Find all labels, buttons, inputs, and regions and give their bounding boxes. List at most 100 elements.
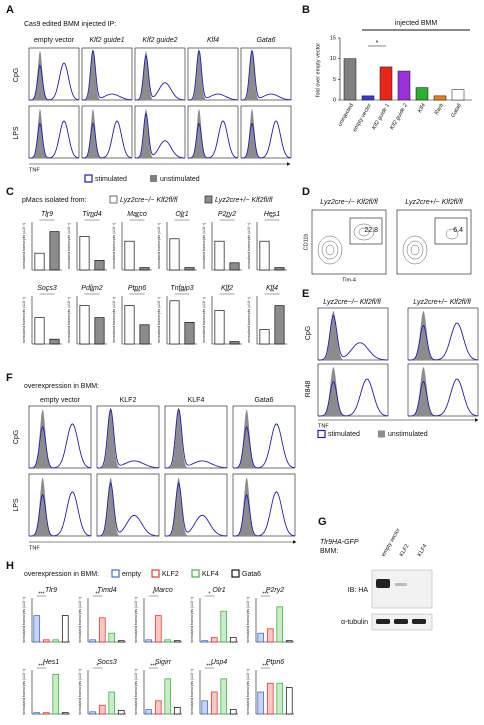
- band: [394, 619, 408, 624]
- chart-title: Tlr9: [45, 587, 57, 594]
- chart-title: Pdlim2: [81, 285, 103, 292]
- unstimulated-curve: [408, 310, 478, 360]
- legend-swatch: [204, 195, 213, 204]
- stimulated-curve: [134, 54, 186, 101]
- bar: [229, 637, 237, 643]
- y-axis-label: normalized transcripts (x10⁻³): [157, 297, 161, 343]
- legend-label: unstimulated: [388, 431, 428, 438]
- x-tick-label: uninjected: [337, 103, 355, 128]
- bar: [164, 678, 172, 715]
- chart-title: Tlr9: [41, 211, 53, 218]
- bar: [259, 329, 270, 345]
- bar: [379, 66, 393, 101]
- bar: [94, 260, 105, 271]
- legend-label: KLF4: [202, 571, 219, 578]
- sig-label: **: [135, 215, 140, 221]
- chart-title: Usp4: [211, 659, 227, 666]
- chart-title: Klf2: [221, 285, 233, 292]
- sig-label: ***: [262, 663, 269, 669]
- panel-letter: A: [6, 4, 14, 16]
- chart-title: Marco: [127, 211, 147, 218]
- stimulated-curve: [407, 378, 479, 417]
- stimulated-curve: [81, 49, 133, 101]
- y-axis-label: normalized transcripts (x10⁻³): [190, 597, 194, 643]
- gate: [349, 217, 383, 245]
- stimulated-curve: [164, 481, 228, 537]
- stimulated-curve: [317, 378, 389, 417]
- x-tick-label: Klf2 guide 2: [389, 103, 409, 131]
- bar: [108, 632, 116, 643]
- chart-title: Klf4: [266, 285, 278, 292]
- bar: [52, 639, 60, 643]
- band: [376, 619, 390, 624]
- gate-value: 22.8: [364, 227, 378, 234]
- bar: [343, 58, 357, 101]
- bar: [33, 615, 41, 643]
- panel-title: overexpression in BMM:: [24, 571, 99, 578]
- unstimulated-curve: [97, 477, 159, 536]
- bar: [173, 640, 181, 643]
- sig-label: ***: [262, 591, 269, 597]
- bar: [79, 305, 90, 345]
- stimulated-curve: [134, 112, 186, 159]
- unstimulated-curve: [165, 477, 227, 536]
- bar: [42, 639, 50, 643]
- bar: [89, 711, 97, 715]
- bar: [220, 678, 228, 715]
- bar: [52, 674, 60, 715]
- row-label: CpG: [13, 68, 20, 82]
- bar: [98, 617, 106, 643]
- bar: [451, 89, 465, 101]
- x-tick-label: Klf4: [417, 103, 427, 114]
- y-axis-label: normalized transcripts (x10⁻³): [78, 597, 82, 643]
- chart-title: Olr1: [175, 211, 188, 218]
- legend-swatch: [84, 174, 93, 183]
- unstimulated-curve: [29, 477, 91, 536]
- contour: [325, 244, 335, 256]
- bar: [276, 682, 284, 715]
- x-axis-label: Tim-4: [342, 277, 356, 283]
- contour: [358, 227, 370, 237]
- bar: [184, 267, 195, 271]
- bar: [94, 317, 105, 345]
- bar: [164, 639, 172, 643]
- axis-label: TNF: [29, 167, 40, 173]
- legend-label: Lyz2cre−/− Klf2fl/fl: [120, 197, 178, 204]
- contour: [402, 235, 428, 265]
- row-label: LPS: [13, 498, 20, 512]
- y-axis-label: normalized transcripts (x10⁻³): [22, 669, 26, 715]
- bar: [259, 240, 270, 271]
- blot-subtitle: BMM:: [320, 548, 338, 555]
- stimulated-curve: [317, 314, 389, 361]
- contour: [353, 223, 375, 241]
- chart-title: P2ry2: [266, 587, 284, 594]
- row-label: R848: [305, 381, 312, 398]
- y-axis-label: CD11b: [303, 234, 309, 251]
- lane-label: KLF4: [417, 543, 429, 557]
- chart-title: Sigirr: [155, 659, 172, 666]
- bar: [61, 615, 69, 643]
- bar: [274, 305, 285, 345]
- column-label: KLF2: [120, 397, 137, 404]
- bar: [79, 236, 90, 271]
- panel-title: pMacs isolated from:: [22, 197, 87, 204]
- row-label: CpG: [13, 430, 20, 444]
- bar: [145, 639, 153, 643]
- panel-title: Cas9 edited BMM injected IP:: [24, 21, 116, 28]
- y-axis-label: normalized transcripts (x10⁻³): [22, 597, 26, 643]
- y-axis-label: normalized transcripts (x10⁻³): [22, 297, 26, 343]
- bar: [89, 639, 97, 643]
- legend-label: empty: [122, 571, 142, 578]
- column-label: Lyz2cre+/− Klf2fl/fl: [405, 199, 463, 206]
- contour: [410, 244, 420, 256]
- bar: [397, 70, 411, 101]
- bar: [42, 712, 50, 715]
- bar: [124, 240, 135, 271]
- sig-label: ***: [134, 289, 141, 295]
- bar: [139, 324, 150, 345]
- bar: [257, 691, 265, 715]
- bar: [201, 640, 209, 643]
- row-label: LPS: [13, 126, 20, 140]
- chart-title: P2ry2: [218, 211, 236, 218]
- chart-title: Socs3: [97, 659, 117, 666]
